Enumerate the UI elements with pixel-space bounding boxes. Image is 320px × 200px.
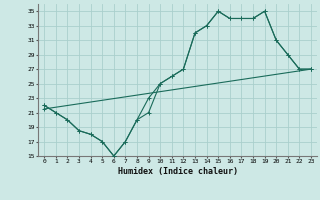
X-axis label: Humidex (Indice chaleur): Humidex (Indice chaleur) [118, 167, 238, 176]
